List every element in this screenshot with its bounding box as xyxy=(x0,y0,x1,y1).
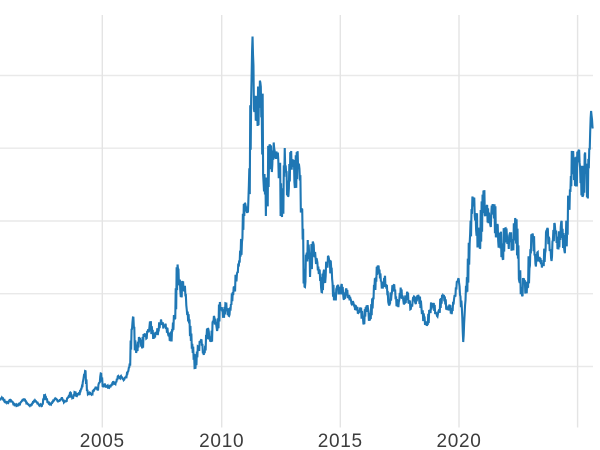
svg-text:2015: 2015 xyxy=(318,431,363,450)
svg-text:2005: 2005 xyxy=(80,431,125,450)
svg-text:2010: 2010 xyxy=(199,431,244,450)
svg-text:2020: 2020 xyxy=(436,431,481,450)
